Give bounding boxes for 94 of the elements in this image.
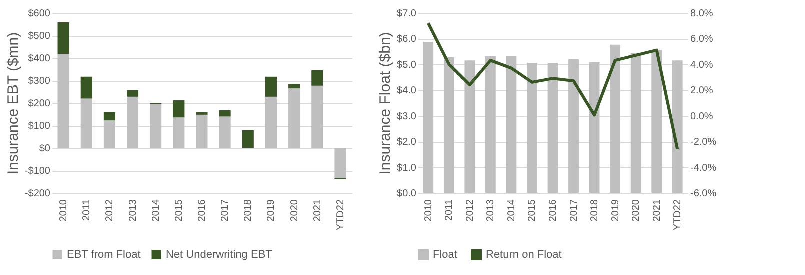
- legend-label: Float: [433, 248, 458, 261]
- y-tick-label: $7.0: [397, 8, 417, 20]
- x-tick-label: 2011: [444, 199, 456, 222]
- x-tick-label: 2021: [652, 199, 663, 222]
- y-tick-label: $600: [28, 8, 51, 20]
- x-tick-label: 2020: [631, 199, 642, 222]
- x-tick-label: 2013: [486, 199, 497, 222]
- y-axis-title: Insurance EBT ($mn): [4, 32, 22, 175]
- bar: [58, 22, 70, 54]
- bar: [104, 120, 116, 148]
- x-tick-label: 2012: [104, 199, 116, 222]
- y2-tick-label: -6.0%: [690, 188, 717, 200]
- x-tick-label: 2014: [150, 199, 162, 222]
- y-tick-label: $4.0: [397, 86, 417, 97]
- bar: [589, 62, 600, 193]
- y-tick-label: $100: [28, 121, 51, 132]
- bar: [80, 98, 92, 148]
- x-tick-label: 2015: [174, 199, 185, 222]
- bar: [173, 100, 185, 118]
- bar: [506, 56, 517, 193]
- bar: [288, 84, 300, 89]
- x-tick-label: YTD22: [672, 199, 684, 231]
- bar: [104, 112, 116, 121]
- x-tick-label: 2019: [610, 199, 622, 222]
- y2-tick-label: 0.0%: [690, 111, 714, 122]
- y-tick-label: $500: [28, 31, 51, 42]
- legend-label: EBT from Float: [67, 248, 141, 261]
- bar: [527, 63, 538, 193]
- y2-tick-label: -4.0%: [690, 162, 717, 174]
- y-tick-label: $2.0: [397, 137, 417, 148]
- y-tick-label: $400: [28, 54, 51, 64]
- x-tick-label: YTD22: [335, 199, 346, 231]
- bar: [312, 86, 324, 148]
- bar: [196, 114, 208, 148]
- bar: [334, 148, 346, 178]
- bar: [652, 50, 662, 193]
- y-tick-label: -$200: [24, 188, 51, 200]
- x-tick-label: 2018: [243, 199, 254, 222]
- legend-label: Net Underwriting EBT: [166, 248, 273, 261]
- bar: [486, 56, 496, 193]
- y-tick-label: $300: [28, 76, 51, 87]
- x-tick-label: 2019: [266, 199, 278, 222]
- y-tick-label: $1.0: [397, 162, 417, 174]
- bar: [265, 96, 277, 148]
- bar: [444, 57, 454, 193]
- y-tick-label: $6.0: [397, 34, 417, 46]
- bar: [548, 63, 558, 193]
- bar: [173, 118, 185, 148]
- bar: [219, 116, 231, 148]
- bar: [423, 42, 434, 193]
- y-tick-label: $0.0: [397, 188, 417, 200]
- legend-label: Return on Float: [486, 248, 562, 261]
- x-tick-label: 2010: [423, 199, 434, 222]
- bar: [58, 54, 70, 148]
- bar: [265, 76, 277, 97]
- bar: [80, 76, 92, 99]
- x-tick-label: 2012: [464, 199, 476, 222]
- x-tick-label: 2015: [527, 199, 538, 222]
- x-tick-label: 2017: [220, 199, 232, 222]
- line-series: [426, 22, 680, 151]
- x-tick-label: 2010: [58, 199, 70, 222]
- x-tick-label: 2017: [568, 199, 580, 222]
- x-tick-label: 2020: [289, 199, 300, 222]
- y-tick-label: $5.0: [397, 60, 417, 71]
- x-tick-label: 2016: [197, 199, 208, 222]
- y-tick-label: $200: [28, 98, 51, 110]
- bar: [219, 110, 231, 117]
- y-axis-title: Insurance Float ($bn): [377, 32, 394, 175]
- y-tick-label: $0: [39, 144, 51, 154]
- bar: [610, 44, 620, 193]
- y2-tick-label: -2.0%: [690, 137, 717, 148]
- bar: [672, 60, 683, 193]
- y2-tick-label: 8.0%: [690, 8, 714, 20]
- bar: [242, 130, 254, 148]
- x-tick-label: 2018: [590, 199, 601, 222]
- bar: [150, 104, 162, 148]
- y-tick-label: -$100: [24, 166, 51, 177]
- y2-tick-label: 4.0%: [690, 60, 714, 71]
- bar: [288, 88, 300, 148]
- x-tick-label: 2016: [548, 199, 559, 222]
- bar: [568, 60, 579, 193]
- x-tick-label: 2013: [128, 199, 139, 222]
- x-tick-label: 2021: [312, 199, 324, 222]
- x-tick-label: 2011: [82, 199, 93, 222]
- bar: [312, 70, 324, 86]
- bar: [630, 53, 642, 193]
- y2-tick-label: 2.0%: [690, 86, 714, 97]
- x-tick-label: 2014: [506, 199, 518, 222]
- bar: [464, 60, 476, 193]
- y-tick-label: $3.0: [397, 111, 417, 122]
- y2-tick-label: 6.0%: [690, 34, 714, 46]
- bar: [127, 90, 139, 97]
- bar: [127, 96, 139, 148]
- bar: [196, 112, 208, 115]
